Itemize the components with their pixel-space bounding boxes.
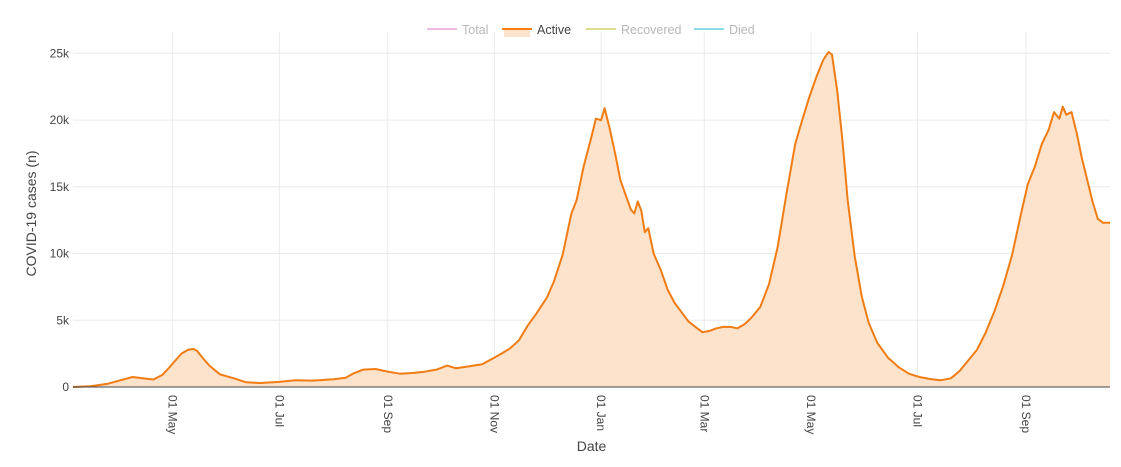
legend-label: Total <box>462 23 488 37</box>
series-area-layer <box>72 51 1110 388</box>
x-tick-label: 01 Jul <box>272 395 286 427</box>
x-tick-label: 01 Jan <box>594 395 608 431</box>
x-tick-label: 01 Nov <box>487 395 501 433</box>
legend-label: Active <box>537 23 571 37</box>
y-tick-labels: 0 5k 10k 15k 20k 25k <box>50 46 70 394</box>
legend-item-died[interactable]: Died <box>694 23 755 37</box>
legend-label: Died <box>729 23 755 37</box>
legend: Total Active Recovered Died <box>427 23 755 37</box>
y-tick-label: 0 <box>62 380 69 394</box>
legend-item-recovered[interactable]: Recovered <box>586 23 681 37</box>
series-line <box>72 51 1110 388</box>
y-tick-label: 10k <box>50 247 70 261</box>
y-axis-title: COVID-19 cases (n) <box>23 150 39 276</box>
y-tick-label: 5k <box>56 313 70 327</box>
x-tick-label: 01 Mar <box>697 395 711 432</box>
legend-swatch-fill <box>504 29 530 37</box>
legend-item-total[interactable]: Total <box>427 23 488 37</box>
y-tick-label: 25k <box>50 46 70 60</box>
x-tick-label: 01 May <box>804 395 818 434</box>
y-tick-label: 15k <box>50 180 70 194</box>
legend-label: Recovered <box>621 23 681 37</box>
x-tick-label: 01 Sep <box>1019 395 1033 433</box>
x-tick-label: 01 Sep <box>381 395 395 433</box>
legend-item-active[interactable]: Active <box>502 23 571 37</box>
x-tick-label: 01 May <box>166 395 180 434</box>
x-tick-label: 01 Jul <box>911 395 925 427</box>
x-axis-title: Date <box>577 438 607 454</box>
series-area-fill <box>73 52 1110 387</box>
y-tick-label: 20k <box>50 113 70 127</box>
x-tick-labels: 01 May 01 Jul 01 Sep 01 Nov 01 Jan 01 Mar 01 M… <box>166 395 1033 434</box>
